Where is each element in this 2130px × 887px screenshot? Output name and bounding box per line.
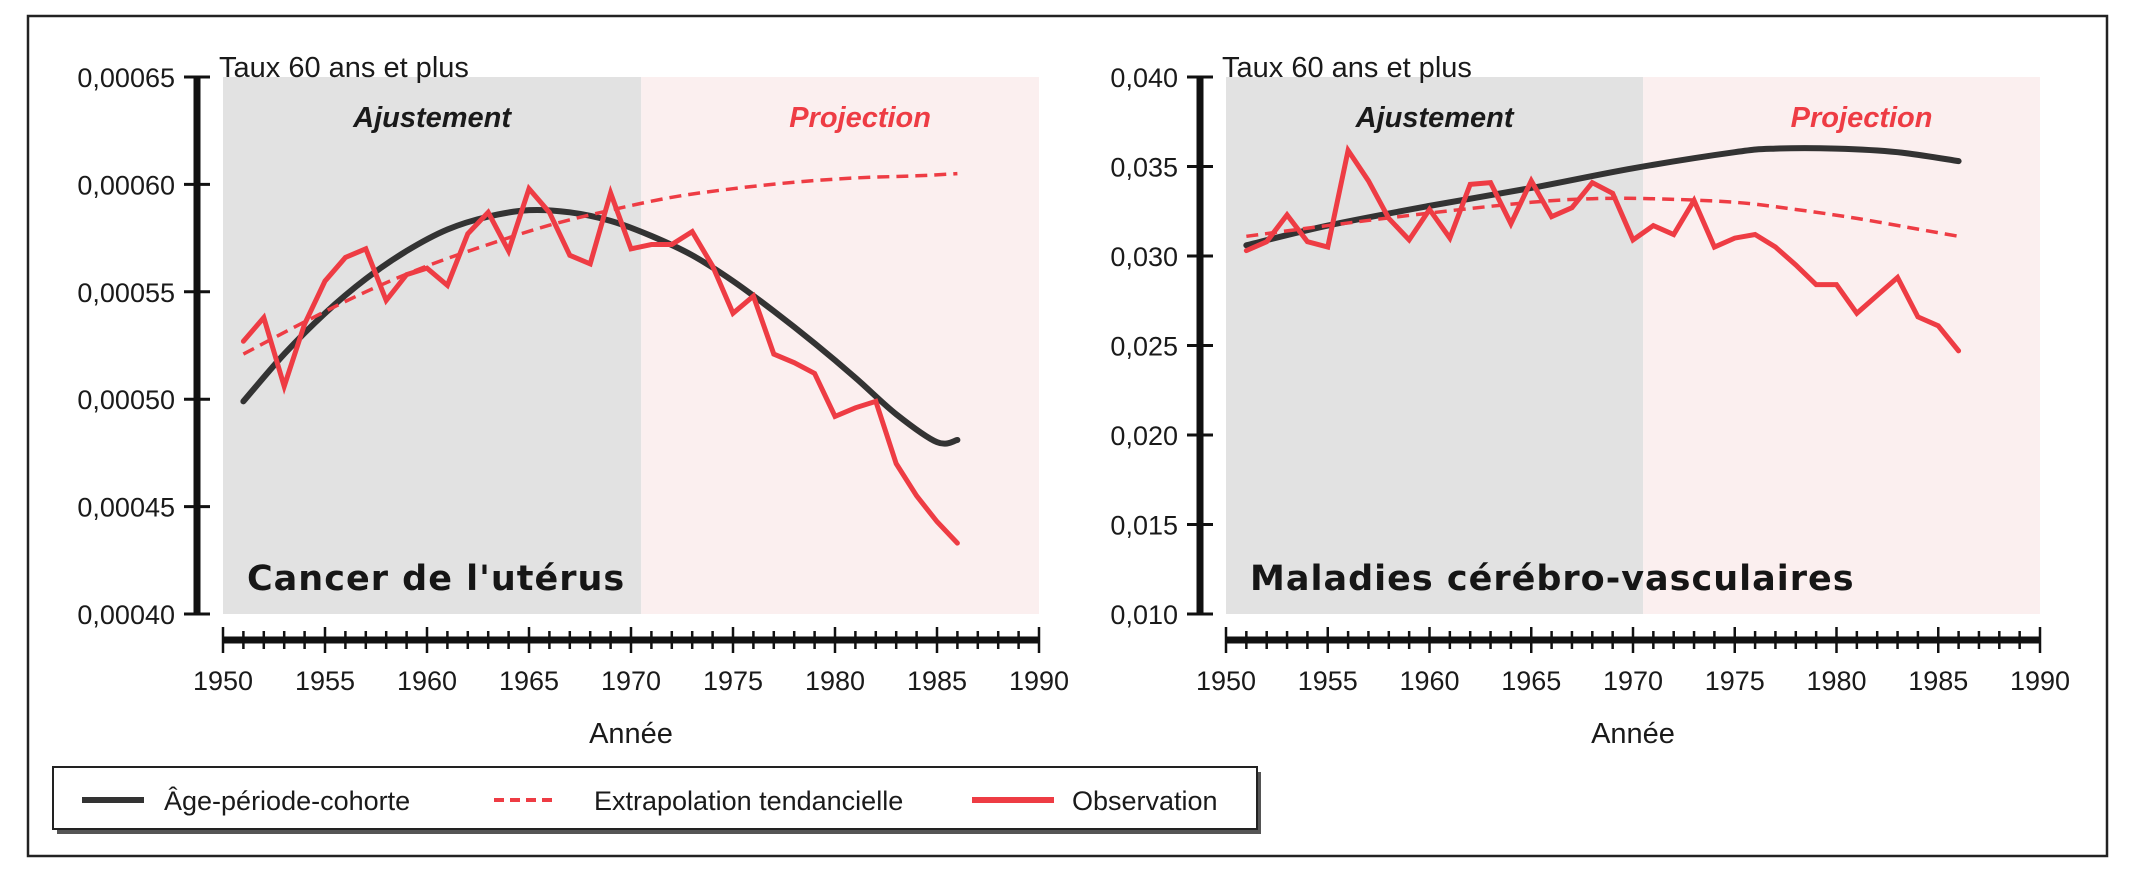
legend-label-observation: Observation — [1072, 786, 1218, 816]
x-tick-label: 1980 — [1806, 666, 1866, 696]
y-tick-label: 0,030 — [1110, 242, 1178, 272]
x-tick-label: 1975 — [703, 666, 763, 696]
region-fit-bg — [223, 77, 642, 614]
y-tick-label: 0,035 — [1110, 153, 1178, 183]
region-projection-label: Projection — [1791, 102, 1933, 134]
x-tick-label: 1970 — [601, 666, 661, 696]
chart-cerebrovascular: Ajustement Projection Taux 60 ans et plu… — [1110, 52, 2070, 750]
y-tick-label: 0,00050 — [77, 385, 175, 415]
x-tick-label: 1965 — [499, 666, 559, 696]
x-tick-label: 1965 — [1501, 666, 1561, 696]
y-axis-title: Taux 60 ans et plus — [1222, 52, 1472, 84]
region-projection-bg — [641, 77, 1039, 614]
legend-box — [52, 766, 1258, 830]
x-tick-label: 1980 — [805, 666, 865, 696]
series-observation — [240, 183, 960, 546]
series-age-periode-cohorte — [1243, 145, 1962, 249]
y-axis: 0,00040 0,00045 0,00050 0,00055 0,00060 0,000… — [77, 63, 210, 630]
x-tick-label: 1990 — [2010, 666, 2070, 696]
y-tick-label: 0,00065 — [77, 63, 175, 93]
series-lines — [240, 171, 961, 546]
x-tick-label: 1985 — [907, 666, 967, 696]
series-age-periode-cohorte — [240, 206, 961, 447]
x-tick-label: 1950 — [193, 666, 253, 696]
x-tick-label: 1960 — [1399, 666, 1459, 696]
x-tick-label: 1985 — [1908, 666, 1968, 696]
y-tick-label: 0,025 — [1110, 332, 1178, 362]
x-tick-label: 1950 — [1196, 666, 1256, 696]
region-projection-bg — [1643, 77, 2040, 614]
x-axis: 1950 1955 1960 1965 1970 1975 1980 1985 1990 — [1196, 627, 2070, 696]
x-tick-label: 1990 — [1009, 666, 1069, 696]
x-tick-label: 1975 — [1705, 666, 1765, 696]
series-extrapolation — [1246, 196, 1959, 239]
chart-cancer-uterus: Ajustement Projection Taux 60 ans et plu… — [77, 52, 1069, 750]
y-tick-label: 0,00060 — [77, 170, 175, 200]
series-extrapolation — [242, 171, 958, 356]
region-fit-label: Ajustement — [1355, 102, 1515, 134]
y-tick-label: 0,020 — [1110, 421, 1178, 451]
x-tick-label: 1955 — [295, 666, 355, 696]
x-axis: 1950 1955 1960 1965 1970 1975 1980 1985 1990 — [193, 627, 1069, 696]
region-fit-label: Ajustement — [352, 102, 512, 134]
region-fit-bg — [1226, 77, 1644, 614]
y-tick-label: 0,00045 — [77, 493, 175, 523]
x-tick-label: 1970 — [1603, 666, 1663, 696]
legend-label-apc: Âge-période-cohorte — [164, 785, 410, 816]
x-axis-title: Année — [589, 718, 673, 750]
x-tick-label: 1960 — [397, 666, 457, 696]
region-projection-label: Projection — [789, 102, 931, 134]
panel-title: Cancer de l'utérus — [247, 559, 625, 599]
panel-title: Maladies cérébro-vasculaires — [1250, 559, 1855, 599]
y-tick-label: 0,00040 — [77, 600, 175, 630]
series-lines — [1243, 144, 1962, 354]
y-axis: 0,010 0,015 0,020 0,025 0,030 0,035 0,040 — [1110, 63, 1213, 630]
y-axis-title: Taux 60 ans et plus — [219, 52, 469, 84]
legend-label-extrapolation: Extrapolation tendancielle — [594, 786, 903, 816]
y-tick-label: 0,040 — [1110, 63, 1178, 93]
x-tick-label: 1955 — [1298, 666, 1358, 696]
y-tick-label: 0,015 — [1110, 511, 1178, 541]
x-axis-title: Année — [1591, 718, 1675, 750]
y-tick-label: 0,010 — [1110, 600, 1178, 630]
series-observation — [1243, 144, 1962, 354]
y-tick-label: 0,00055 — [77, 278, 175, 308]
legend: Âge-période-cohorte Extrapolation tendan… — [52, 766, 1261, 834]
